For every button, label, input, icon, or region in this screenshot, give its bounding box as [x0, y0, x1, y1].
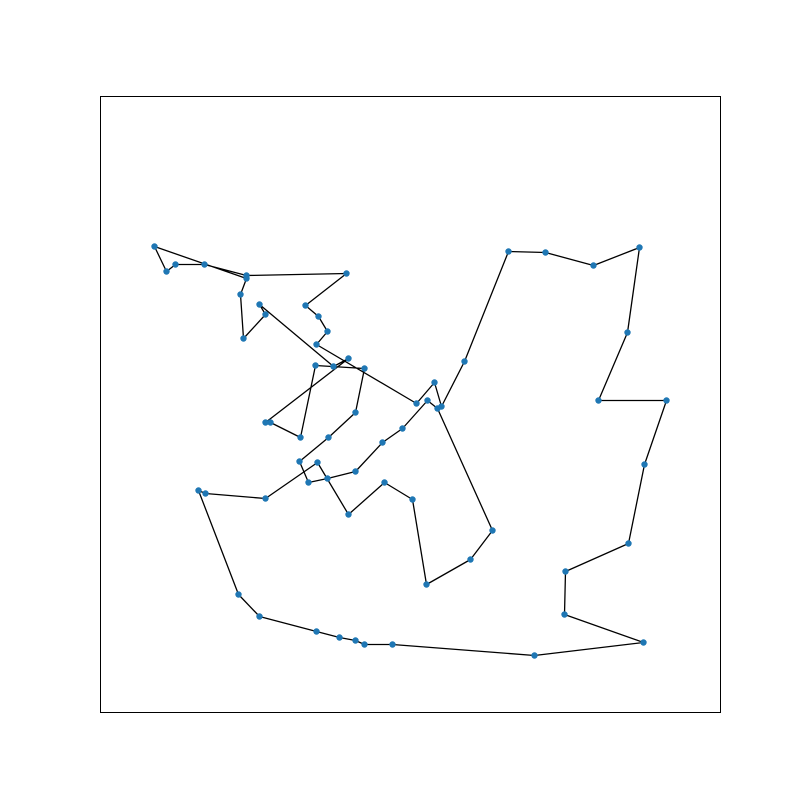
route-line-layer — [153, 245, 668, 657]
city-point-11 — [431, 379, 438, 386]
city-point-63 — [240, 335, 247, 342]
city-point-1 — [163, 268, 170, 275]
city-point-5 — [343, 270, 350, 277]
city-point-53 — [352, 409, 359, 416]
city-point-18 — [624, 329, 631, 336]
city-point-52 — [325, 434, 332, 441]
city-point-57 — [267, 419, 274, 426]
city-point-64 — [237, 291, 244, 298]
city-point-37 — [314, 459, 321, 466]
city-point-25 — [640, 639, 647, 646]
city-point-10 — [413, 400, 420, 407]
route-line-0 — [153, 245, 668, 657]
city-point-23 — [562, 568, 569, 575]
city-point-0 — [151, 243, 158, 250]
city-point-35 — [202, 490, 209, 497]
city-point-24 — [561, 611, 568, 618]
city-point-31 — [313, 628, 320, 635]
city-point-54 — [361, 365, 368, 372]
city-point-13 — [461, 358, 468, 365]
city-point-30 — [336, 634, 343, 641]
city-point-47 — [379, 439, 386, 446]
city-point-32 — [256, 613, 263, 620]
city-point-20 — [663, 397, 670, 404]
city-point-16 — [590, 262, 597, 269]
city-point-40 — [409, 496, 416, 503]
city-point-21 — [641, 461, 648, 468]
city-point-36 — [262, 495, 269, 502]
city-point-14 — [505, 248, 512, 255]
city-point-41 — [423, 581, 430, 588]
city-point-55 — [312, 362, 319, 369]
city-point-6 — [302, 302, 309, 309]
city-point-44 — [434, 405, 441, 412]
city-point-3 — [201, 261, 208, 268]
city-point-56 — [297, 434, 304, 441]
city-markers-layer — [151, 243, 670, 659]
city-point-33 — [235, 591, 242, 598]
city-point-59 — [345, 355, 352, 362]
city-point-61 — [256, 301, 263, 308]
city-point-50 — [305, 479, 312, 486]
city-point-28 — [361, 641, 368, 648]
city-point-29 — [352, 637, 359, 644]
city-point-7 — [315, 313, 322, 320]
city-point-38 — [345, 511, 352, 518]
plot-frame — [100, 96, 721, 713]
city-point-62 — [262, 311, 269, 318]
city-point-51 — [296, 458, 303, 465]
city-point-65 — [243, 275, 250, 282]
city-point-26 — [531, 652, 538, 659]
city-point-46 — [399, 425, 406, 432]
city-point-60 — [330, 363, 337, 370]
city-point-9 — [313, 341, 320, 348]
city-point-19 — [595, 397, 602, 404]
city-point-48 — [352, 468, 359, 475]
city-point-8 — [324, 328, 331, 335]
city-point-45 — [424, 397, 431, 404]
city-point-17 — [636, 244, 643, 251]
city-point-15 — [542, 249, 549, 256]
city-point-34 — [195, 487, 202, 494]
city-point-2 — [172, 261, 179, 268]
city-point-39 — [381, 479, 388, 486]
city-point-49 — [324, 475, 331, 482]
city-point-22 — [625, 540, 632, 547]
city-point-58 — [262, 419, 269, 426]
city-point-27 — [389, 641, 396, 648]
city-point-43 — [489, 527, 496, 534]
city-point-42 — [467, 556, 474, 563]
